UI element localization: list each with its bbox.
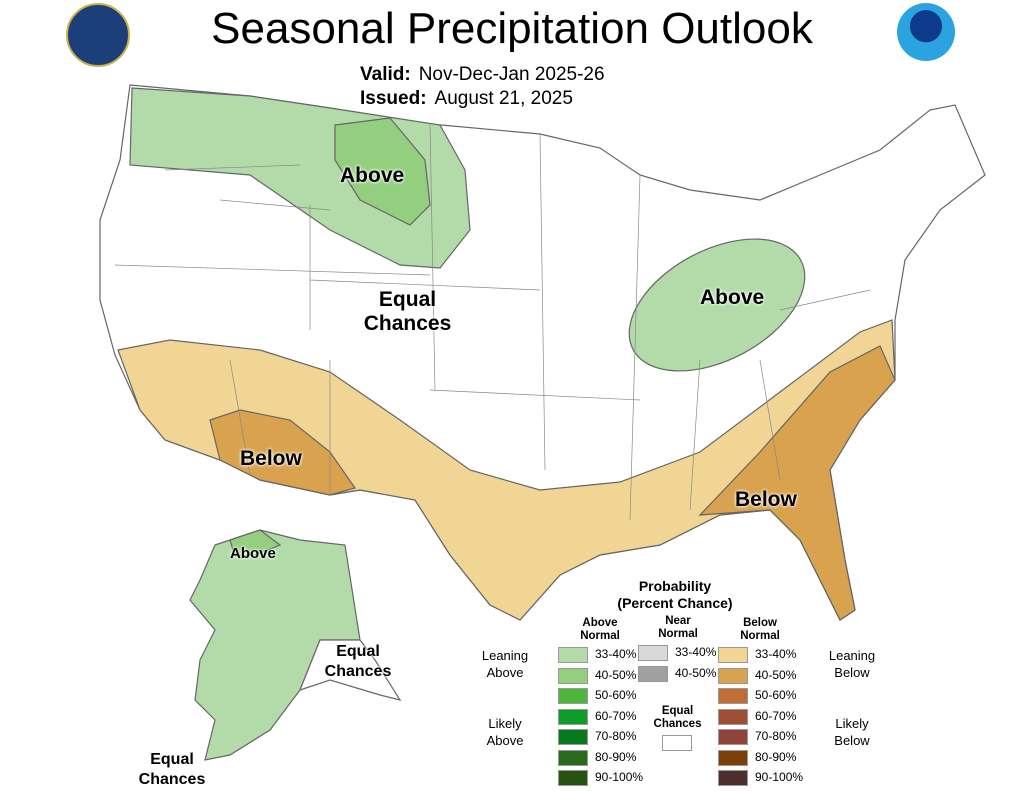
legend-range-above-1: 40-50%	[595, 667, 637, 682]
legend-col-above: Above Normal	[580, 617, 620, 642]
legend-likely-below: Likely Below	[834, 716, 870, 748]
legend-range-above-6: 90-100%	[595, 770, 644, 784]
state-borders	[114, 124, 871, 521]
page-title: Seasonal Precipitation Outlook	[211, 4, 813, 53]
label-below-sw: Below	[240, 447, 302, 470]
legend-swatch-above-5	[558, 749, 588, 766]
label-ak-equal: Equal Chances	[324, 643, 392, 680]
legend-range-above-4: 70-80%	[595, 729, 637, 743]
legend-swatch-near-0	[638, 645, 668, 661]
legend-range-below-6: 90-100%	[755, 770, 804, 784]
legend-leaning-below: Leaning Below	[828, 648, 876, 680]
legend-swatch-below-5	[718, 749, 748, 766]
issued-label: Issued:	[360, 88, 427, 109]
doc-seal-logo	[66, 3, 130, 67]
legend-title-1: Probability	[638, 578, 712, 594]
legend-swatch-above-4	[558, 729, 588, 745]
legend-swatch-below-3	[718, 708, 748, 725]
legend-range-above-3: 60-70%	[595, 708, 637, 723]
legend-swatch-equal	[662, 735, 692, 751]
legend-range-below-0: 33-40%	[755, 647, 797, 661]
issued-line: Issued: August 21, 2025	[360, 88, 573, 110]
issued-value: August 21, 2025	[434, 88, 573, 109]
label-ak-above: Above	[230, 545, 276, 562]
legend-range-below-1: 40-50%	[755, 667, 797, 682]
region-above-ohio	[628, 238, 806, 372]
legend-col-below: Below Normal	[740, 617, 780, 642]
valid-line: Valid: Nov-Dec-Jan 2025-26	[360, 64, 605, 86]
legend-swatch-above-1	[558, 667, 588, 684]
region-above-nw-40	[334, 117, 431, 226]
alaska-equal	[298, 639, 402, 701]
legend-range-below-2: 50-60%	[755, 688, 797, 702]
legend-range-above-5: 80-90%	[595, 749, 637, 764]
legend-range-near-1: 40-50%	[675, 665, 717, 680]
legend-swatch-below-2	[718, 688, 748, 704]
valid-value: Nov-Dec-Jan 2025-26	[418, 64, 605, 85]
legend-title: Probability (Percent Chance)	[600, 578, 750, 612]
legend-swatch-above-0	[558, 647, 588, 663]
region-below-se-40	[698, 345, 896, 621]
legend-leaning-above: Leaning Above	[481, 648, 529, 680]
region-below-sw-40	[209, 409, 356, 496]
label-above-ohio: Above	[700, 286, 765, 309]
noaa-logo	[897, 3, 955, 61]
alaska-outline	[189, 529, 361, 761]
legend-range-near-0: 33-40%	[675, 645, 717, 659]
valid-label: Valid:	[360, 64, 411, 85]
legend-col-near: Near Normal	[658, 615, 698, 640]
legend-range-above-2: 50-60%	[595, 688, 637, 702]
label-equal-chances: Equal Chances	[363, 288, 452, 335]
label-below-se: Below	[735, 488, 797, 511]
legend-swatch-above-2	[558, 688, 588, 704]
legend-range-below-4: 70-80%	[755, 729, 797, 743]
legend-swatch-below-6	[718, 770, 748, 786]
legend-range-above-0: 33-40%	[595, 647, 637, 661]
legend-range-below-3: 60-70%	[755, 708, 797, 723]
legend-swatch-above-3	[558, 708, 588, 725]
legend-range-below-5: 80-90%	[755, 749, 797, 764]
legend-swatch-above-6	[558, 770, 588, 786]
legend-title-2: (Percent Chance)	[617, 595, 733, 611]
label-above-nw: Above	[340, 164, 405, 187]
legend-equal-label: Equal Chances	[653, 705, 702, 730]
legend-swatch-below-4	[718, 729, 748, 745]
legend-swatch-near-1	[638, 665, 668, 682]
legend-likely-above: Likely Above	[486, 716, 524, 748]
region-above-ak-40	[229, 529, 282, 557]
legend-swatch-below-1	[718, 667, 748, 684]
legend-swatch-below-0	[718, 647, 748, 663]
label-ak-equal-sw: Equal Chances	[138, 751, 206, 788]
